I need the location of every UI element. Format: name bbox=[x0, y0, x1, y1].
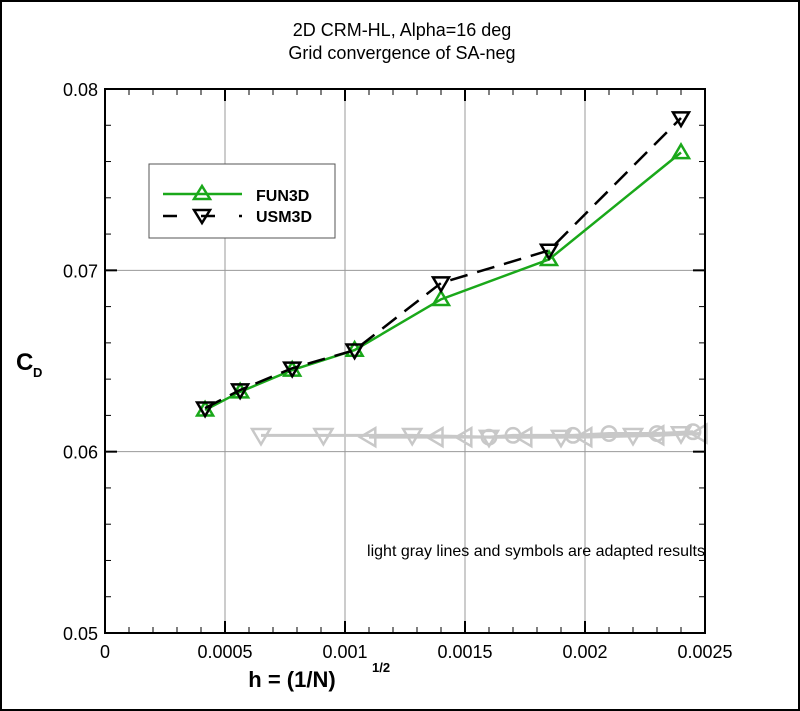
legend: FUN3D USM3D bbox=[148, 163, 336, 239]
x-tick-label: 0 bbox=[100, 642, 110, 662]
y-axis-label-subscript: D bbox=[33, 365, 42, 380]
data-point-fun3d bbox=[430, 288, 452, 307]
adapted-data-point bbox=[648, 425, 666, 442]
adapted-data-point bbox=[504, 426, 522, 444]
chart-title: 2D CRM-HL, Alpha=16 deg bbox=[293, 20, 512, 40]
data-point-usm3d bbox=[344, 343, 365, 361]
legend-marker-usm3d bbox=[191, 208, 213, 226]
adapted-series-line bbox=[369, 432, 701, 439]
x-tick-label: 0.001 bbox=[322, 642, 367, 662]
data-point-usm3d bbox=[282, 361, 303, 379]
x-axis-label: h = (1/N) bbox=[248, 667, 335, 692]
plot-area bbox=[104, 88, 706, 634]
y-tick-label: 0.08 bbox=[63, 80, 98, 100]
data-point-usm3d bbox=[430, 276, 452, 294]
adapted-data-point bbox=[480, 428, 498, 446]
chart-subtitle: Grid convergence of SA-neg bbox=[288, 43, 515, 63]
adapted-data-point bbox=[249, 427, 273, 447]
adapted-data-point bbox=[564, 426, 582, 444]
data-point-fun3d bbox=[670, 142, 692, 160]
adapted-data-point bbox=[453, 425, 473, 449]
adapted-data-point bbox=[357, 425, 377, 449]
adapted-data-point bbox=[312, 427, 335, 447]
y-axis-label: C bbox=[16, 349, 33, 376]
data-point-usm3d bbox=[229, 383, 251, 401]
x-axis-label-superscript: 1/2 bbox=[372, 660, 390, 675]
adapted-data-point bbox=[573, 425, 593, 449]
legend-label-fun3d: FUN3D bbox=[256, 188, 309, 205]
legend-label-usm3d: USM3D bbox=[256, 209, 312, 226]
adapted-data-point bbox=[424, 425, 444, 449]
adapted-data-point bbox=[600, 425, 618, 442]
y-tick-label: 0.05 bbox=[63, 624, 98, 644]
legend-marker-fun3d bbox=[191, 183, 213, 201]
data-point-fun3d bbox=[538, 248, 560, 267]
adapted-data-point bbox=[684, 423, 702, 441]
series-line-usm3d bbox=[204, 117, 682, 410]
annotation: light gray lines and symbols are adapted… bbox=[367, 543, 705, 560]
x-tick-label: 0.0025 bbox=[677, 642, 732, 662]
data-point-usm3d bbox=[670, 111, 692, 129]
data-point-usm3d bbox=[194, 401, 216, 419]
adapted-data-point bbox=[513, 425, 533, 449]
x-tick-label: 0.002 bbox=[562, 642, 607, 662]
x-tick-label: 0.0015 bbox=[437, 642, 492, 662]
y-tick-label: 0.07 bbox=[63, 261, 98, 281]
x-tick-label: 0.0005 bbox=[197, 642, 252, 662]
data-point-usm3d bbox=[538, 243, 560, 261]
y-tick-label: 0.06 bbox=[63, 443, 98, 463]
